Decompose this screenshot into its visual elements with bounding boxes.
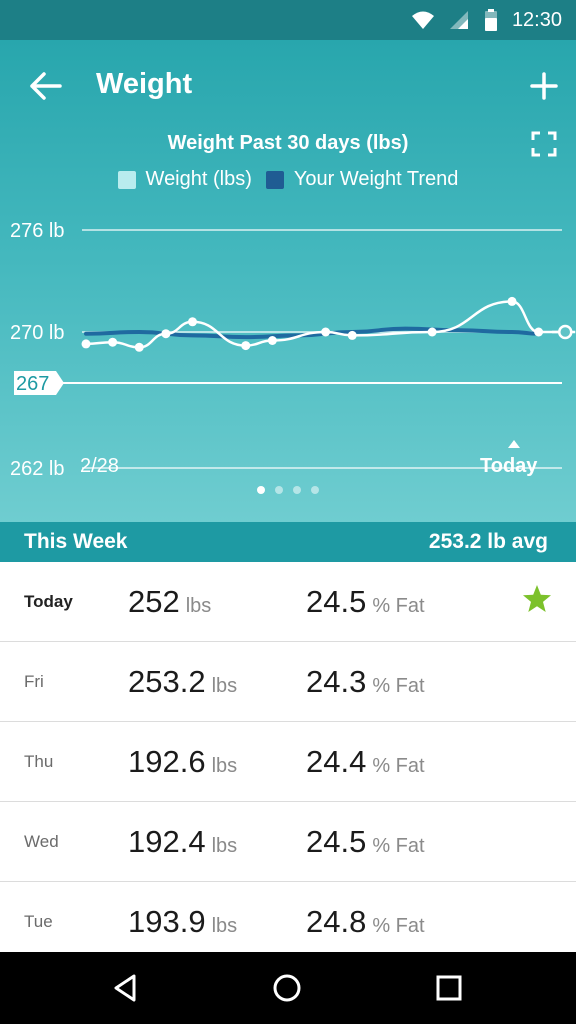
row-fat-value: 24.4	[306, 744, 367, 779]
chart-legend: Weight (lbs) Your Weight Trend	[0, 168, 576, 191]
row-fat: 24.8% Fat	[306, 904, 425, 940]
x-start-label: 2/28	[80, 455, 119, 477]
goal-tag	[14, 371, 64, 395]
row-fat-unit: % Fat	[372, 595, 425, 617]
row-fat: 24.4% Fat	[306, 744, 425, 780]
legend-item-trend: Your Weight Trend	[265, 168, 459, 191]
list-item[interactable]: Thu 192.6 lbs 24.4% Fat	[0, 722, 576, 802]
row-weight-value: 252	[128, 584, 180, 619]
row-weight: 253.2 lbs	[128, 664, 237, 700]
pager-dot[interactable]	[275, 486, 283, 494]
y-tick-label: 270 lb	[10, 322, 65, 344]
row-fat-unit: % Fat	[372, 915, 425, 937]
weight-point	[241, 341, 251, 351]
fullscreen-icon[interactable]	[530, 130, 558, 158]
row-fat-value: 24.5	[306, 584, 367, 619]
row-weight-unit: lbs	[185, 595, 212, 617]
row-fat: 24.3% Fat	[306, 664, 425, 700]
system-nav-bar	[0, 952, 576, 1024]
week-summary-header: This Week 253.2 lb avg	[0, 522, 576, 562]
weight-log-list: Today 252 lbs 24.5% Fat Fri 253.2 lbs 24.3…	[0, 562, 576, 962]
weight-point	[507, 296, 517, 306]
weight-point	[321, 327, 331, 337]
weight-point	[347, 330, 357, 340]
legend-label-weight: Weight (lbs)	[145, 168, 252, 190]
row-fat-value: 24.3	[306, 664, 367, 699]
list-item[interactable]: Tue 193.9 lbs 24.8% Fat	[0, 882, 576, 962]
row-weight-value: 253.2	[128, 664, 206, 699]
pager-dot[interactable]	[257, 486, 265, 494]
weight-point-today	[558, 324, 573, 340]
add-icon[interactable]	[524, 66, 564, 106]
row-weight-value: 192.4	[128, 824, 206, 859]
weight-point	[134, 342, 144, 352]
legend-swatch-trend	[265, 170, 284, 189]
goal-label: 267	[16, 373, 49, 395]
x-end-label: Today	[480, 455, 538, 477]
y-tick-label: 262 lb	[10, 458, 65, 480]
legend-swatch-weight	[117, 170, 136, 189]
weight-point	[81, 339, 91, 349]
weight-point	[427, 327, 437, 337]
row-weight: 193.9 lbs	[128, 904, 237, 940]
row-fat-unit: % Fat	[372, 835, 425, 857]
row-weight: 192.4 lbs	[128, 824, 237, 860]
y-tick-label: 276 lb	[10, 220, 65, 242]
weight-line-chart[interactable]: 276 lb 270 lb 262 lb 267 2/28 Today	[0, 200, 576, 500]
row-day: Thu	[24, 752, 54, 771]
row-day: Wed	[24, 832, 59, 851]
pager-dot[interactable]	[311, 486, 319, 494]
star-icon	[523, 585, 551, 612]
status-bar: 12:30	[0, 0, 576, 40]
today-marker-icon	[508, 440, 520, 448]
row-weight-unit: lbs	[211, 755, 238, 777]
weight-point	[534, 327, 544, 337]
row-weight: 192.6 lbs	[128, 744, 237, 780]
back-triangle-icon[interactable]	[108, 970, 144, 1006]
weight-point	[161, 329, 171, 339]
row-weight-value: 192.6	[128, 744, 206, 779]
list-item[interactable]: Fri 253.2 lbs 24.3% Fat	[0, 642, 576, 722]
row-fat: 24.5% Fat	[306, 584, 425, 620]
list-item[interactable]: Today 252 lbs 24.5% Fat	[0, 562, 576, 642]
battery-icon	[484, 9, 497, 31]
row-fat-value: 24.5	[306, 824, 367, 859]
pager-dot[interactable]	[293, 486, 301, 494]
week-average: 253.2 lb avg	[428, 530, 548, 553]
chart-pager[interactable]	[0, 486, 576, 494]
row-fat-unit: % Fat	[372, 755, 425, 777]
wifi-icon	[411, 11, 434, 29]
chart-title: Weight Past 30 days (lbs)	[167, 132, 409, 154]
status-time: 12:30	[511, 8, 562, 31]
row-weight: 252 lbs	[128, 584, 211, 620]
legend-label-trend: Your Weight Trend	[293, 168, 459, 190]
cell-signal-icon	[449, 11, 468, 29]
legend-item-weight: Weight (lbs)	[117, 168, 252, 191]
row-weight-unit: lbs	[211, 675, 238, 697]
week-title: This Week	[24, 530, 128, 553]
weight-point	[267, 336, 277, 345]
row-weight-unit: lbs	[211, 835, 238, 857]
back-arrow-icon[interactable]	[26, 66, 66, 106]
row-weight-value: 193.9	[128, 904, 206, 939]
row-day: Fri	[24, 672, 44, 691]
home-circle-icon[interactable]	[269, 970, 305, 1006]
weight-point	[188, 317, 197, 327]
row-day: Tue	[24, 912, 53, 931]
weight-point	[108, 337, 118, 347]
row-fat: 24.5% Fat	[306, 824, 425, 860]
weight-chart-panel: Weight Weight Past 30 days (lbs) Weight …	[0, 40, 576, 522]
row-fat-unit: % Fat	[372, 675, 425, 697]
row-fat-value: 24.8	[306, 904, 367, 939]
weight-line	[85, 300, 566, 349]
recents-square-icon[interactable]	[431, 970, 467, 1006]
list-item[interactable]: Wed 192.4 lbs 24.5% Fat	[0, 802, 576, 882]
row-day: Today	[24, 592, 73, 611]
page-title: Weight	[96, 68, 193, 100]
row-weight-unit: lbs	[211, 915, 238, 937]
